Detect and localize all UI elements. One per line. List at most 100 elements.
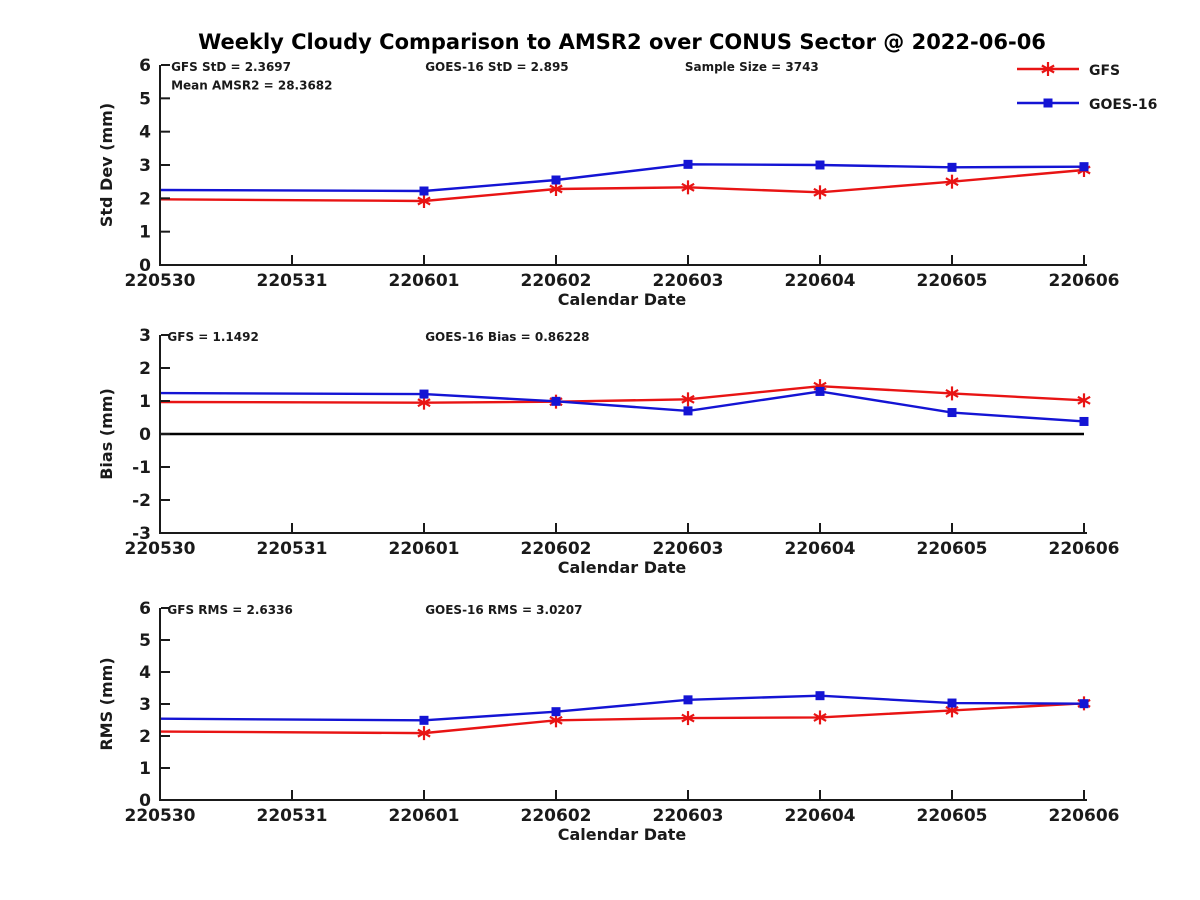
goes-16-markers xyxy=(419,386,1089,426)
legend-label-gfs: GFS xyxy=(1089,63,1121,79)
chart-text: 220602 xyxy=(521,271,592,291)
square-marker xyxy=(419,389,429,399)
chart-text: GFS StD = 2.3697 xyxy=(171,60,291,74)
chart-text: Sample Size = 3743 xyxy=(685,60,819,74)
chart-text: -3 xyxy=(132,524,151,544)
chart-text: 220605 xyxy=(917,806,988,826)
chart-text: 3 xyxy=(139,326,151,346)
chart-text: Calendar Date xyxy=(558,825,687,844)
chart-text: 220603 xyxy=(653,806,724,826)
square-marker xyxy=(1079,162,1089,172)
chart-text: 220605 xyxy=(917,271,988,291)
square-marker xyxy=(419,186,429,196)
square-marker xyxy=(1079,416,1089,426)
chart-text: Bias (mm) xyxy=(97,388,116,480)
legend-item-gfs: GFS xyxy=(1016,62,1157,80)
square-marker xyxy=(683,406,693,416)
square-marker xyxy=(551,396,561,406)
chart-text: GOES-16 StD = 2.895 xyxy=(425,60,568,74)
chart-text: 220603 xyxy=(653,271,724,291)
chart-text: 3 xyxy=(139,156,151,176)
chart-text: 2 xyxy=(139,189,151,209)
chart-text: RMS (mm) xyxy=(97,657,116,750)
chart-text: 1 xyxy=(139,759,151,779)
square-marker xyxy=(419,715,429,725)
chart-text: 0 xyxy=(139,425,151,445)
legend-label-goes16: GOES-16 xyxy=(1089,97,1158,113)
chart-text: GOES-16 Bias = 0.86228 xyxy=(425,330,589,344)
asterisk-marker xyxy=(945,174,959,189)
square-marker xyxy=(683,695,693,705)
chart-text: 220601 xyxy=(389,539,460,559)
chart-text: 220531 xyxy=(257,271,328,291)
gfs-line-asterisk-icon xyxy=(1016,60,1080,82)
asterisk-marker xyxy=(945,386,959,401)
chart-text: GFS = 1.1492 xyxy=(167,330,258,344)
chart-rms: 0 1 2 3 4 5 6 220530 220531 220601 220602 220603 220… xyxy=(97,599,1119,844)
square-marker xyxy=(947,408,957,418)
square-marker xyxy=(551,175,561,185)
chart-text: 5 xyxy=(139,631,151,651)
chart-text: 3 xyxy=(139,695,151,715)
legend: GFS GOES-16 xyxy=(1016,62,1157,114)
asterisk-marker xyxy=(681,180,695,195)
chart-text: 220601 xyxy=(389,806,460,826)
chart-text: 220601 xyxy=(389,271,460,291)
chart-text: 1 xyxy=(139,223,151,243)
chart-text: 0 xyxy=(139,791,151,811)
chart-text: 220605 xyxy=(917,539,988,559)
chart-text: 220531 xyxy=(257,806,328,826)
asterisk-marker xyxy=(813,185,827,200)
gfs-line xyxy=(159,168,1085,203)
chart-text: 220604 xyxy=(785,539,856,559)
goes16-line-square-icon xyxy=(1016,94,1080,116)
square-marker xyxy=(551,707,561,717)
chart-text: Std Dev (mm) xyxy=(97,103,116,227)
chart-text: 5 xyxy=(139,89,151,109)
chart-text: 4 xyxy=(139,123,151,143)
gfs-markers xyxy=(417,163,1091,208)
asterisk-marker xyxy=(681,711,695,726)
chart-text: Mean AMSR2 = 28.3682 xyxy=(171,79,332,93)
asterisk-marker xyxy=(813,710,827,725)
square-marker xyxy=(683,159,693,169)
asterisk-marker xyxy=(681,392,695,407)
chart-text: 220603 xyxy=(653,539,724,559)
chart-text: Calendar Date xyxy=(558,290,687,309)
chart-text: GOES-16 RMS = 3.0207 xyxy=(425,603,582,617)
square-marker xyxy=(815,160,825,170)
chart-text: 220602 xyxy=(521,539,592,559)
chart-text: 220530 xyxy=(125,806,196,826)
asterisk-marker xyxy=(1077,393,1091,408)
chart-text: Calendar Date xyxy=(558,558,687,577)
square-marker xyxy=(815,691,825,701)
chart-text: GFS RMS = 2.6336 xyxy=(167,603,292,617)
chart-text: 220604 xyxy=(785,806,856,826)
chart-bias: -3 -2 -1 0 1 2 3 220530 220531 220601 220602 220603… xyxy=(97,326,1119,577)
chart-text: 220604 xyxy=(785,271,856,291)
goes-16-markers xyxy=(419,159,1089,196)
chart-text: -2 xyxy=(132,491,151,511)
chart-text: 6 xyxy=(139,599,151,619)
chart-text: 220606 xyxy=(1049,806,1120,826)
chart-title: Weekly Cloudy Comparison to AMSR2 over C… xyxy=(198,30,1046,54)
chart-text: 220602 xyxy=(521,806,592,826)
chart-text: 4 xyxy=(139,663,151,683)
chart-text: 220531 xyxy=(257,539,328,559)
square-marker xyxy=(947,162,957,172)
chart-text: 220530 xyxy=(125,271,196,291)
square-marker xyxy=(947,698,957,708)
asterisk-marker xyxy=(417,194,431,208)
chart-text: 1 xyxy=(139,392,151,412)
goes-16-line xyxy=(159,694,1085,722)
chart-text: 2 xyxy=(139,359,151,379)
chart-text: 220530 xyxy=(125,539,196,559)
chart-std-dev: 0 1 2 3 4 5 6 220530 220531 220601 220602 220603 220… xyxy=(97,56,1119,309)
chart-text: 6 xyxy=(139,56,151,76)
square-marker xyxy=(1079,699,1089,709)
chart-text: 220606 xyxy=(1049,271,1120,291)
square-marker xyxy=(815,386,825,396)
chart-text: 220606 xyxy=(1049,539,1120,559)
